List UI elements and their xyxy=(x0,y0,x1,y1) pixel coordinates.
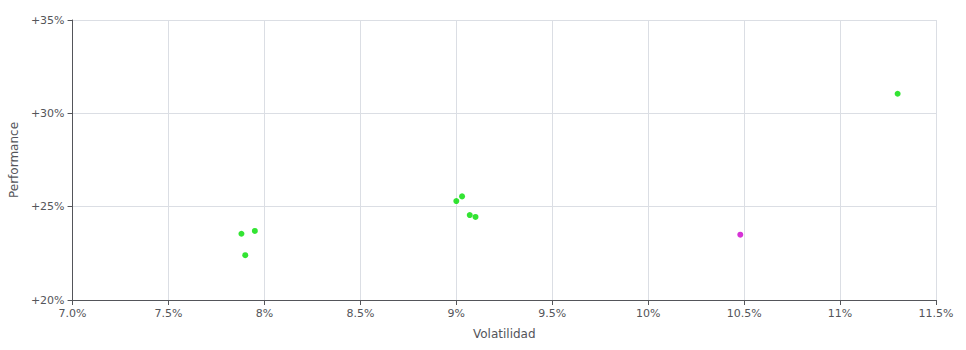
svg-text:10%: 10% xyxy=(636,307,660,320)
svg-text:7.5%: 7.5% xyxy=(155,307,183,320)
svg-text:Performance: Performance xyxy=(7,122,21,198)
svg-text:11%: 11% xyxy=(828,307,852,320)
svg-text:10.5%: 10.5% xyxy=(727,307,762,320)
svg-text:+35%: +35% xyxy=(31,14,65,27)
svg-text:7.0%: 7.0% xyxy=(59,307,87,320)
svg-text:8%: 8% xyxy=(256,307,273,320)
svg-text:8.5%: 8.5% xyxy=(346,307,374,320)
svg-text:+20%: +20% xyxy=(31,294,65,307)
svg-text:9.5%: 9.5% xyxy=(538,307,566,320)
svg-text:Volatilidad: Volatilidad xyxy=(473,327,536,341)
svg-text:+30%: +30% xyxy=(31,107,65,120)
svg-text:9%: 9% xyxy=(448,307,465,320)
svg-text:+25%: +25% xyxy=(31,200,65,213)
svg-text:11.5%: 11.5% xyxy=(919,307,954,320)
